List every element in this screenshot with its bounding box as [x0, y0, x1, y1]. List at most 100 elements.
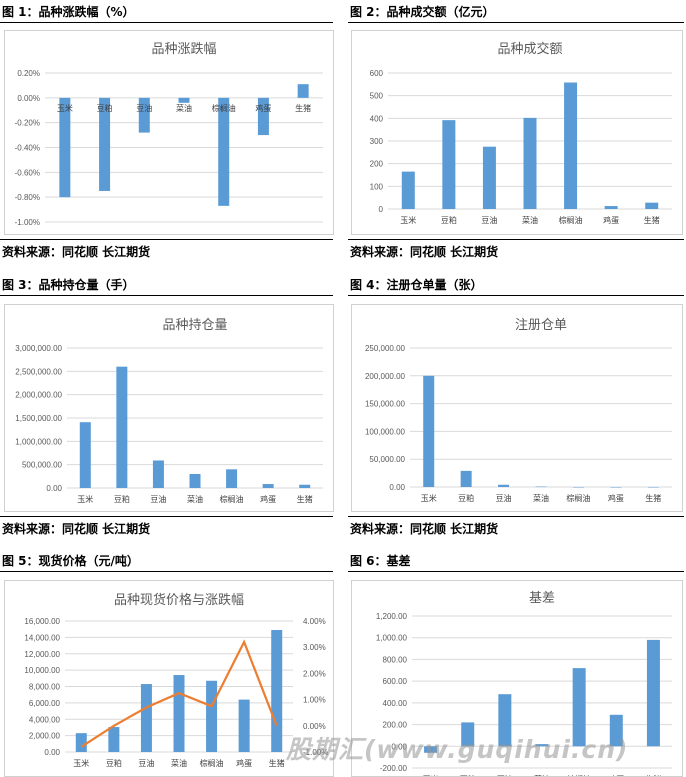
figure-label-6: 图 6：基差: [350, 554, 411, 568]
bar: [257, 97, 269, 136]
bar: [610, 487, 622, 488]
category-label: 菜油: [176, 103, 192, 113]
y-tick-label: 600.00: [383, 677, 408, 686]
y-tick-label: 200,000.00: [365, 372, 406, 381]
y-tick-label: -1.00%: [15, 218, 40, 227]
figure-label-2: 图 2：品种成交额（亿元）: [350, 5, 495, 19]
rule: [0, 22, 333, 23]
rule: [0, 571, 333, 572]
category-label: 豆油: [150, 494, 166, 504]
category-label: 鸡蛋: [608, 774, 624, 776]
chart-panel-6: 基差 1,200.00 1,000.00 800.00 600.00 400.00 200.…: [351, 580, 683, 777]
y-tick-label: 16,000.00: [24, 617, 60, 626]
source-label-1: 资料来源：同花顺 长江期货: [2, 245, 151, 259]
y2-tick-label: 2.00%: [303, 669, 326, 678]
category-label: 菜油: [171, 758, 187, 768]
category-label: 生猪: [297, 494, 313, 504]
bar: [108, 727, 120, 752]
y-tick-label: 0.00: [389, 483, 405, 492]
rule: [348, 295, 684, 296]
bar: [523, 117, 537, 209]
bar: [152, 460, 164, 488]
watermark: 股期汇(www.guqihui.cn): [286, 735, 629, 764]
category-label: 鸡蛋: [603, 215, 619, 225]
bar: [99, 97, 111, 191]
rule: [0, 239, 333, 240]
category-label: 玉米: [421, 493, 437, 503]
category-label: 生猪: [645, 493, 661, 503]
bar: [498, 694, 512, 747]
bar: [482, 146, 496, 209]
y-tick-label: 500: [370, 92, 384, 101]
y-tick-label: 400: [370, 114, 384, 123]
category-label: 棕榈油: [200, 758, 224, 768]
figure-label-1: 图 1：品种涨跌幅（%）: [2, 5, 135, 19]
series-line: [80, 639, 278, 748]
y-tick-label: 1,200.00: [376, 612, 408, 621]
category-label: 豆粕: [441, 215, 457, 225]
chart-open-interest: 品种持仓量 3,000,000.00 2,500,000.00 2,000,000.0…: [15, 317, 323, 504]
bar: [604, 206, 618, 209]
category-label: 豆油: [138, 758, 154, 768]
chart-panel-2: 品种成交额 600 500 400 300 200 100 0 玉米 豆粕 豆油 菜油 棕榈油 鸡蛋 生猪: [351, 30, 683, 235]
chart-panel-3: 品种持仓量 3,000,000.00 2,500,000.00 2,000,000.0…: [4, 304, 334, 512]
y-tick-label: 3,000,000.00: [15, 344, 62, 353]
y2-tick-label: 3.00%: [303, 643, 326, 652]
category-label: 生猪: [645, 774, 661, 776]
bar: [75, 733, 87, 752]
y-tick-label: 800.00: [383, 655, 408, 664]
category-label: 豆粕: [458, 493, 474, 503]
y2-tick-label: 1.00%: [303, 696, 326, 705]
bar: [140, 684, 152, 752]
bar: [206, 680, 218, 752]
category-label: 豆粕: [460, 774, 476, 776]
chart-price-change: 品种涨跌幅 0.20% 0.00% -0.20% -0.40% -0.60% -0.80% -…: [15, 41, 323, 227]
category-label: 豆油: [481, 215, 497, 225]
rule: [0, 516, 333, 517]
bar: [498, 484, 510, 487]
y-tick-label: -0.40%: [15, 144, 40, 153]
bar: [59, 97, 71, 198]
bar: [271, 630, 283, 752]
y-tick-label: 200: [370, 160, 384, 169]
rule: [348, 516, 684, 517]
bar: [564, 82, 578, 209]
y-tick-label: 0.00%: [17, 94, 40, 103]
bar: [609, 714, 623, 747]
bar: [299, 484, 311, 488]
chart-spot-price: 品种现货价格与涨跌幅 16,000.00 14,000.00 12,000.00 10,…: [24, 592, 328, 768]
y-tick-label: 2,000,000.00: [15, 391, 62, 400]
rule: [0, 295, 333, 296]
y-tick-label: 4,000.00: [29, 715, 61, 724]
bar: [572, 487, 584, 488]
bar: [535, 486, 547, 488]
y-tick-label: 0.00: [46, 484, 62, 493]
rule: [348, 22, 684, 23]
y-tick-label: 600: [370, 69, 384, 78]
chart-title: 品种成交额: [497, 41, 562, 56]
chart-warehouse-receipts: 注册仓单 250,000.00 200,000.00 150,000.00 100,00…: [365, 317, 672, 503]
bar: [226, 469, 238, 488]
y-tick-label: 50,000.00: [369, 455, 405, 464]
y-tick-label: 300: [370, 137, 384, 146]
chart-title: 品种持仓量: [162, 317, 227, 332]
y-tick-label: 1,500,000.00: [15, 414, 62, 423]
chart-title: 品种现货价格与涨跌幅: [114, 592, 244, 607]
y-tick-label: 200.00: [383, 721, 408, 730]
y-tick-label: 10,000.00: [24, 666, 60, 675]
bar: [645, 202, 659, 209]
category-label: 豆油: [496, 493, 512, 503]
y-tick-label: 100: [370, 182, 384, 191]
category-label: 菜油: [534, 774, 550, 776]
category-label: 鸡蛋: [236, 758, 252, 768]
bar: [461, 722, 475, 747]
bar: [401, 171, 415, 209]
y2-tick-label: 0.00%: [303, 722, 326, 731]
y2-tick-label: 4.00%: [303, 617, 326, 626]
y-tick-label: 1,000,000.00: [15, 437, 62, 446]
y-tick-label: 8,000.00: [29, 683, 61, 692]
category-label: 菜油: [187, 494, 203, 504]
category-label: 玉米: [77, 494, 93, 504]
bar: [423, 375, 435, 487]
bar: [297, 84, 309, 98]
